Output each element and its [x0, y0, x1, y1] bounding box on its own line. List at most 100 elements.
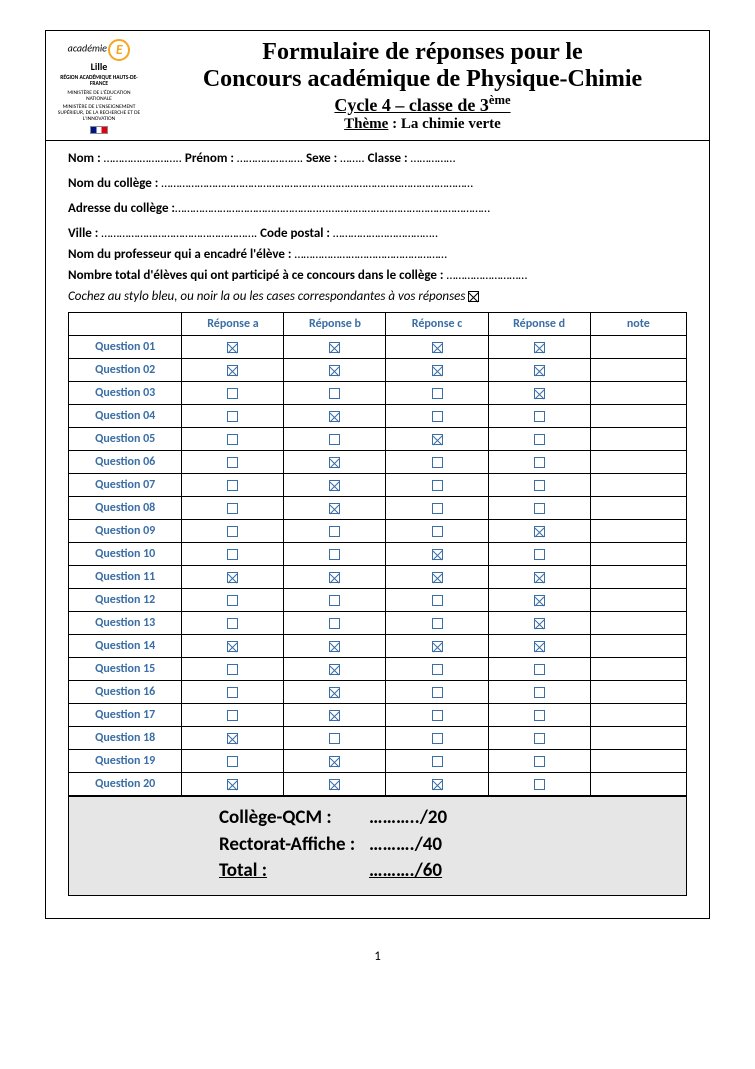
checkbox-c[interactable]	[432, 526, 443, 537]
checkbox-d[interactable]	[534, 388, 545, 399]
checkbox-a[interactable]	[227, 480, 238, 491]
checkbox-d[interactable]	[534, 733, 545, 744]
checkbox-d[interactable]	[534, 687, 545, 698]
checkbox-a[interactable]	[227, 411, 238, 422]
checkbox-c[interactable]	[432, 710, 443, 721]
checkbox-d[interactable]	[534, 710, 545, 721]
title-line4: Thème : La chimie verte	[144, 116, 701, 133]
answer-cell-a	[182, 381, 284, 404]
answer-cell-b	[284, 749, 386, 772]
answer-cell-b	[284, 473, 386, 496]
checkbox-a[interactable]	[227, 342, 238, 353]
checkbox-b[interactable]	[329, 641, 340, 652]
checkbox-a[interactable]	[227, 572, 238, 583]
qcm-header-row: Réponse a Réponse b Réponse c Réponse d …	[69, 312, 687, 335]
checkbox-a[interactable]	[227, 365, 238, 376]
checkbox-a[interactable]	[227, 733, 238, 744]
checkbox-a[interactable]	[227, 618, 238, 629]
checkbox-a[interactable]	[227, 549, 238, 560]
checkbox-d[interactable]	[534, 503, 545, 514]
checkbox-a[interactable]	[227, 641, 238, 652]
checkbox-a[interactable]	[227, 710, 238, 721]
checkbox-b[interactable]	[329, 549, 340, 560]
checkbox-c[interactable]	[432, 549, 443, 560]
checkbox-b[interactable]	[329, 365, 340, 376]
answer-cell-d	[488, 496, 590, 519]
checkbox-c[interactable]	[432, 733, 443, 744]
checkbox-c[interactable]	[432, 365, 443, 376]
question-label: Question 02	[69, 358, 182, 381]
checkbox-b[interactable]	[329, 733, 340, 744]
checkbox-c[interactable]	[432, 457, 443, 468]
answer-cell-d	[488, 427, 590, 450]
checkbox-c[interactable]	[432, 572, 443, 583]
checkbox-d[interactable]	[534, 756, 545, 767]
checkbox-c[interactable]	[432, 756, 443, 767]
checkbox-a[interactable]	[227, 388, 238, 399]
checkbox-c[interactable]	[432, 664, 443, 675]
checkbox-d[interactable]	[534, 641, 545, 652]
answer-cell-d	[488, 703, 590, 726]
checkbox-a[interactable]	[227, 756, 238, 767]
checkbox-c[interactable]	[432, 687, 443, 698]
checkbox-b[interactable]	[329, 779, 340, 790]
table-row: Question 18	[69, 726, 687, 749]
answer-cell-d	[488, 657, 590, 680]
region-text: RÉGION ACADÉMIQUE HAUTS-DE-FRANCE	[54, 75, 144, 87]
checkbox-d[interactable]	[534, 480, 545, 491]
checkbox-b[interactable]	[329, 710, 340, 721]
question-label: Question 11	[69, 565, 182, 588]
checkbox-d[interactable]	[534, 572, 545, 583]
checkbox-b[interactable]	[329, 664, 340, 675]
checkbox-d[interactable]	[534, 526, 545, 537]
checkbox-c[interactable]	[432, 480, 443, 491]
checkbox-c[interactable]	[432, 618, 443, 629]
checkbox-b[interactable]	[329, 342, 340, 353]
checkbox-c[interactable]	[432, 779, 443, 790]
checkbox-d[interactable]	[534, 549, 545, 560]
checkbox-c[interactable]	[432, 641, 443, 652]
answer-cell-c	[386, 496, 488, 519]
checkbox-d[interactable]	[534, 664, 545, 675]
checkbox-a[interactable]	[227, 457, 238, 468]
checkbox-c[interactable]	[432, 388, 443, 399]
checkbox-d[interactable]	[534, 342, 545, 353]
note-cell	[590, 427, 686, 450]
checkbox-d[interactable]	[534, 434, 545, 445]
checkbox-d[interactable]	[534, 779, 545, 790]
checkbox-b[interactable]	[329, 572, 340, 583]
checkbox-c[interactable]	[432, 503, 443, 514]
checkbox-c[interactable]	[432, 342, 443, 353]
checkbox-b[interactable]	[329, 480, 340, 491]
page-number: 1	[0, 949, 755, 964]
checkbox-b[interactable]	[329, 595, 340, 606]
checkbox-d[interactable]	[534, 595, 545, 606]
answer-cell-b	[284, 565, 386, 588]
checkbox-c[interactable]	[432, 434, 443, 445]
checkbox-b[interactable]	[329, 618, 340, 629]
checkbox-c[interactable]	[432, 595, 443, 606]
checkbox-b[interactable]	[329, 434, 340, 445]
checkbox-b[interactable]	[329, 756, 340, 767]
checkbox-b[interactable]	[329, 687, 340, 698]
checkbox-a[interactable]	[227, 779, 238, 790]
checkbox-d[interactable]	[534, 457, 545, 468]
checkbox-a[interactable]	[227, 503, 238, 514]
answer-cell-d	[488, 404, 590, 427]
checkbox-d[interactable]	[534, 618, 545, 629]
answer-cell-b	[284, 519, 386, 542]
checkbox-b[interactable]	[329, 503, 340, 514]
checkbox-a[interactable]	[227, 687, 238, 698]
checkbox-d[interactable]	[534, 365, 545, 376]
checkbox-d[interactable]	[534, 411, 545, 422]
checkbox-c[interactable]	[432, 411, 443, 422]
checkbox-b[interactable]	[329, 526, 340, 537]
checkbox-b[interactable]	[329, 411, 340, 422]
checkbox-a[interactable]	[227, 434, 238, 445]
checkbox-b[interactable]	[329, 457, 340, 468]
checkbox-a[interactable]	[227, 595, 238, 606]
checkbox-b[interactable]	[329, 388, 340, 399]
checkbox-a[interactable]	[227, 526, 238, 537]
checkbox-a[interactable]	[227, 664, 238, 675]
note-cell	[590, 519, 686, 542]
